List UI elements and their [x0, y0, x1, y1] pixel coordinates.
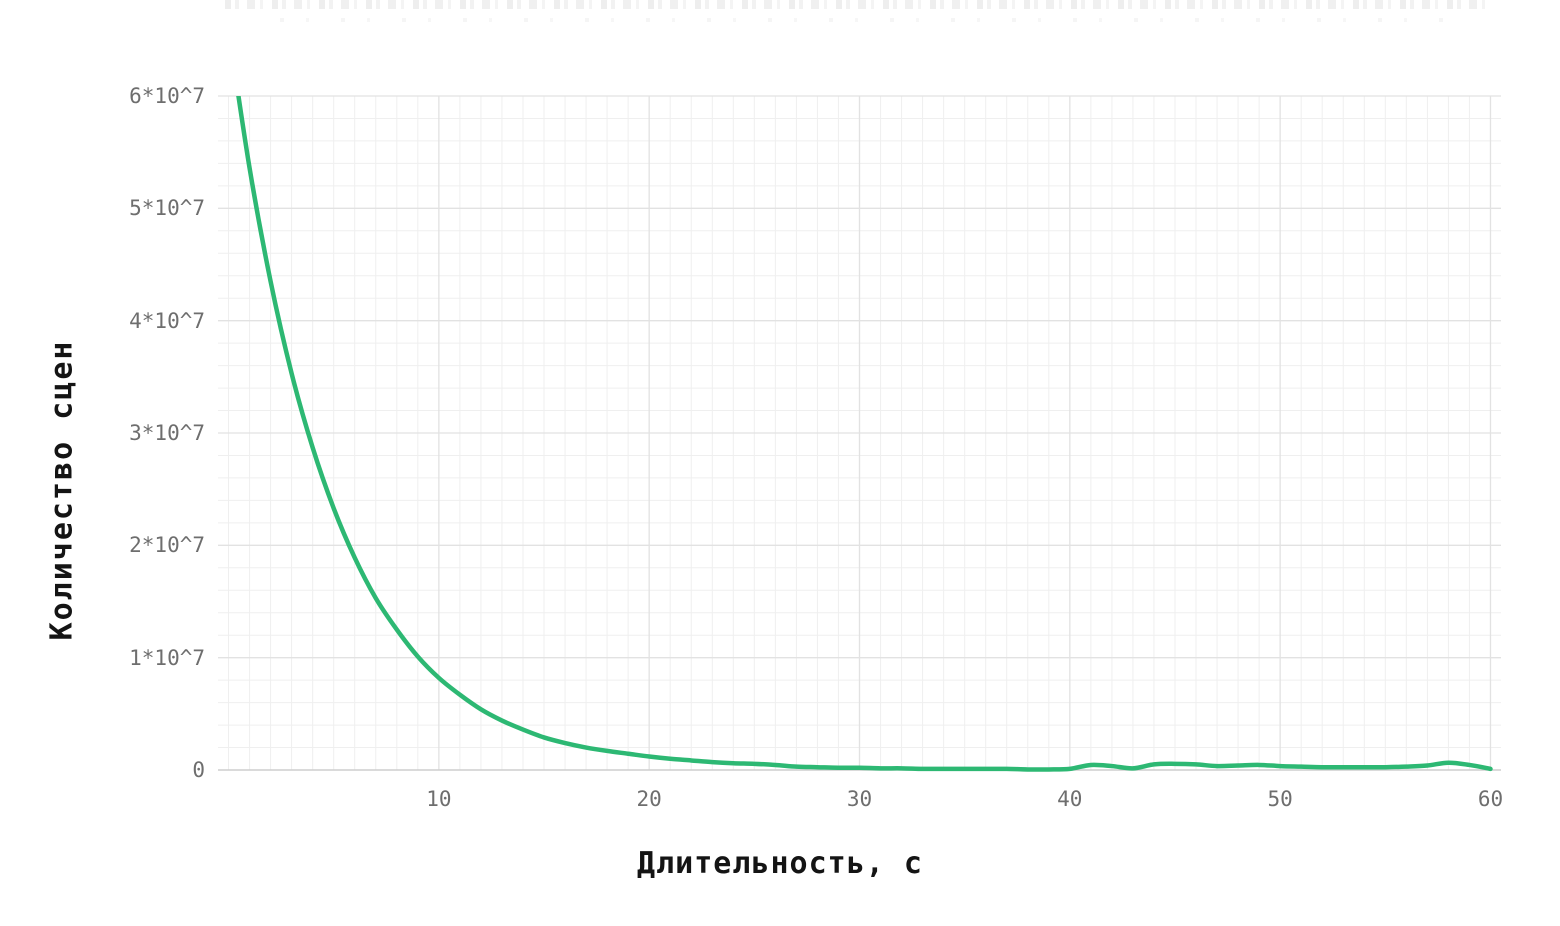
- y-tick-label: 2*10^7: [129, 533, 205, 558]
- grid-major: [218, 95, 1501, 771]
- x-tick-label: 50: [1267, 787, 1293, 811]
- y-tick-label: 6*10^7: [129, 84, 205, 108]
- x-tick-label: 60: [1477, 787, 1504, 811]
- y-tick-label: 5*10^7: [129, 196, 205, 221]
- y-tick-label: 1*10^7: [129, 645, 205, 670]
- x-tick-label: 10: [426, 787, 452, 811]
- series-line: [236, 96, 1493, 772]
- y-tick-label: 3*10^7: [129, 421, 205, 445]
- y-tick-label: 0: [192, 758, 205, 782]
- x-tick-label: 30: [846, 787, 873, 811]
- x-tick-label: 20: [636, 787, 662, 811]
- x-tick-label: 40: [1057, 787, 1083, 811]
- x-axis-title: Длительность, с: [637, 846, 923, 881]
- cropped-top-text: [225, 0, 1487, 9]
- y-tick-label: 4*10^7: [129, 308, 205, 333]
- cropped-top-text-row2: [280, 18, 1450, 22]
- y-axis-title: Количество сцен: [44, 339, 80, 641]
